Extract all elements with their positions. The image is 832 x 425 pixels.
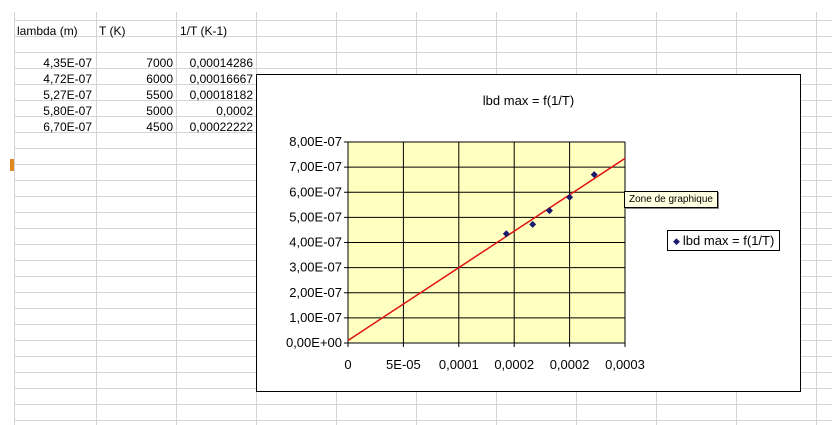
x-tick-label: 5E-05 bbox=[386, 357, 421, 372]
cell-temperature[interactable]: 4500 bbox=[146, 120, 173, 134]
chart-title[interactable]: lbd max = f(1/T) bbox=[482, 93, 575, 108]
y-tick-label: 6,00E-07 bbox=[289, 184, 342, 199]
trendline bbox=[347, 157, 626, 342]
y-tick-label: 8,00E-07 bbox=[289, 134, 342, 149]
cell-inverse-temperature[interactable]: 0,00018182 bbox=[189, 88, 253, 102]
x-tick-label: 0,0003 bbox=[605, 357, 645, 372]
x-tick-label: 0,0002 bbox=[494, 357, 534, 372]
x-tick-label: 0,0001 bbox=[439, 357, 479, 372]
cell-lambda[interactable]: 4,72E-07 bbox=[43, 72, 92, 86]
y-tick-label: 3,00E-07 bbox=[289, 260, 342, 275]
x-tick-label: 0,0002 bbox=[550, 357, 590, 372]
row-indicator bbox=[10, 159, 14, 171]
cell-inverse-temperature[interactable]: 0,00016667 bbox=[189, 72, 253, 86]
data-point bbox=[545, 207, 553, 215]
cell-inverse-temperature[interactable]: 0,00022222 bbox=[189, 120, 253, 134]
data-point bbox=[529, 220, 537, 228]
chart-area[interactable]: lbd max = f(1/T) 0,00E+00 1,00E-07 2,00E-0… bbox=[256, 74, 801, 392]
y-tick-label: 1,00E-07 bbox=[289, 310, 342, 325]
cell-lambda[interactable]: 5,27E-07 bbox=[43, 88, 92, 102]
x-tick-label: 0 bbox=[344, 357, 351, 372]
chart-tooltip: Zone de graphique bbox=[624, 191, 718, 208]
cell-inverse-temperature[interactable]: 0,00014286 bbox=[189, 56, 253, 70]
header-temperature[interactable]: T (K) bbox=[99, 24, 126, 38]
cell-temperature[interactable]: 5500 bbox=[146, 88, 173, 102]
header-lambda[interactable]: lambda (m) bbox=[17, 24, 78, 38]
y-tick-label: 5,00E-07 bbox=[289, 209, 342, 224]
cell-temperature[interactable]: 5000 bbox=[146, 104, 173, 118]
y-tick-label: 7,00E-07 bbox=[289, 159, 342, 174]
scatter-plot[interactable]: 0,00E+00 1,00E-07 2,00E-07 3,00E-07 4,00E-07… bbox=[257, 75, 802, 393]
y-tick-label: 2,00E-07 bbox=[289, 285, 342, 300]
header-inverse-temperature[interactable]: 1/T (K-1) bbox=[180, 24, 228, 38]
data-point bbox=[566, 193, 574, 201]
legend-label: lbd max = f(1/T) bbox=[682, 233, 775, 248]
cell-inverse-temperature[interactable]: 0,0002 bbox=[216, 104, 253, 118]
y-tick-label: 0,00E+00 bbox=[286, 335, 342, 350]
cell-temperature[interactable]: 7000 bbox=[146, 56, 173, 70]
y-tick-label: 4,00E-07 bbox=[289, 235, 342, 250]
data-point bbox=[590, 171, 598, 179]
chart-legend[interactable]: ◆ lbd max = f(1/T) bbox=[667, 230, 781, 251]
cell-lambda[interactable]: 6,70E-07 bbox=[43, 120, 92, 134]
legend-marker-icon: ◆ bbox=[673, 236, 680, 246]
cell-lambda[interactable]: 5,80E-07 bbox=[43, 104, 92, 118]
data-point bbox=[502, 230, 510, 238]
cell-lambda[interactable]: 4,35E-07 bbox=[43, 56, 92, 70]
cell-temperature[interactable]: 6000 bbox=[146, 72, 173, 86]
